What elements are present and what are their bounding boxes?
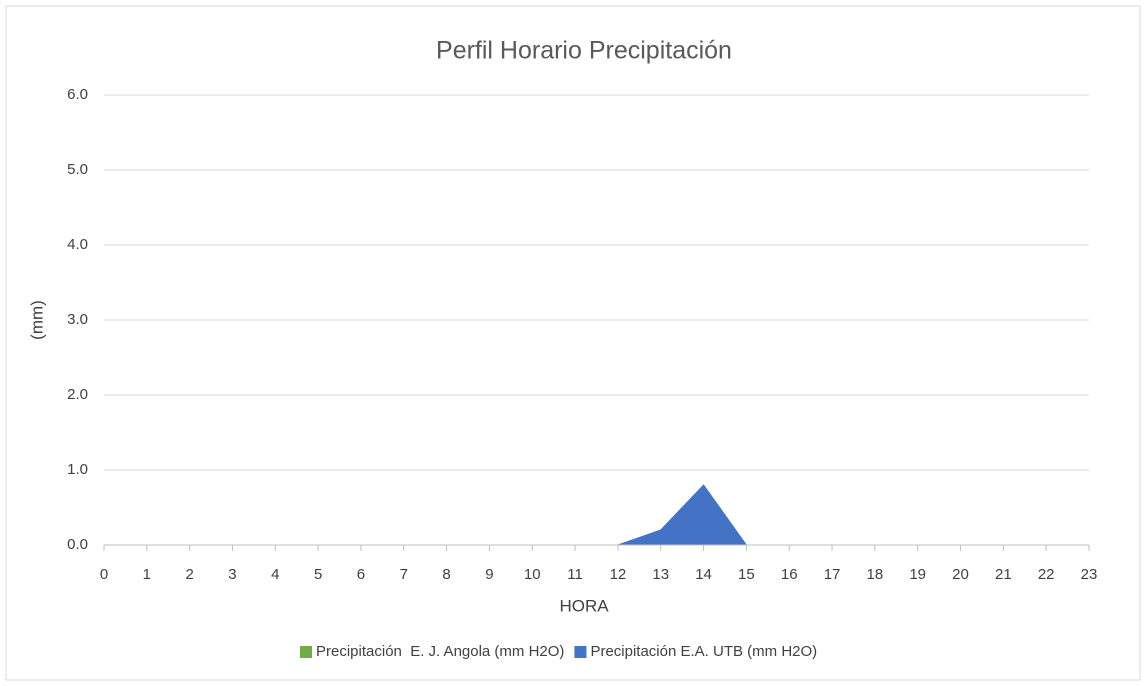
y-tick-label: 5.0: [67, 161, 88, 178]
x-tick-label: 9: [485, 566, 493, 583]
y-tick-label: 4.0: [67, 236, 88, 253]
x-tick-label: 22: [1038, 566, 1055, 583]
x-axis-label: HORA: [559, 596, 609, 615]
legend-swatch: [574, 646, 587, 658]
x-tick-label: 5: [314, 566, 322, 583]
x-tick-label: 23: [1081, 566, 1098, 583]
x-tick-label: 2: [185, 566, 193, 583]
chart-frame: [5, 5, 1141, 681]
y-tick-label: 2.0: [67, 386, 88, 403]
x-tick-label: 4: [271, 566, 279, 583]
x-tick-label: 10: [524, 566, 541, 583]
x-tick-label: 11: [567, 566, 583, 583]
y-tick-label: 0.0: [67, 536, 88, 553]
legend-label: Precipitación E.A. UTB (mm H2O): [590, 643, 817, 660]
x-tick-label: 13: [652, 566, 669, 583]
chart-title: Perfil Horario Precipitación: [436, 37, 732, 65]
x-tick-label: 8: [442, 566, 450, 583]
x-tick-label: 17: [824, 566, 841, 583]
legend-label: Precipitación E. J. Angola (mm H2O): [316, 643, 564, 660]
x-tick-label: 21: [995, 566, 1012, 583]
x-tick-label: 3: [228, 566, 236, 583]
x-tick-label: 18: [867, 566, 884, 583]
y-tick-label: 3.0: [67, 311, 88, 328]
x-tick-label: 7: [400, 566, 408, 583]
y-tick-label: 1.0: [67, 461, 88, 478]
x-tick-label: 14: [695, 566, 712, 583]
x-tick-label: 16: [781, 566, 798, 583]
y-axis-label: (mm): [27, 300, 46, 340]
x-tick-label: 12: [610, 566, 627, 583]
legend-swatch: [300, 646, 312, 658]
x-tick-label: 0: [100, 566, 108, 583]
x-tick-label: 15: [738, 566, 755, 583]
x-tick-label: 19: [909, 566, 926, 583]
y-tick-label: 6.0: [67, 86, 88, 103]
x-tick-label: 6: [357, 566, 365, 583]
x-tick-label: 20: [952, 566, 969, 583]
x-tick-label: 1: [143, 566, 151, 583]
